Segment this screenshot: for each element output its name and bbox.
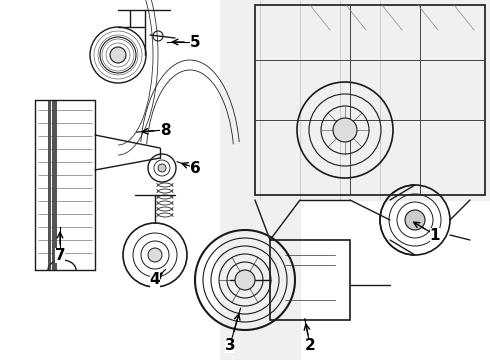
Text: 2: 2 — [305, 338, 316, 352]
Bar — [270, 240, 350, 320]
Circle shape — [333, 118, 357, 142]
Text: 6: 6 — [190, 161, 200, 176]
Text: 1: 1 — [430, 228, 440, 243]
Text: 7: 7 — [55, 248, 65, 262]
Circle shape — [110, 47, 126, 63]
Circle shape — [158, 164, 166, 172]
Text: 5: 5 — [190, 35, 200, 50]
Text: 8: 8 — [160, 122, 171, 138]
Circle shape — [405, 210, 425, 230]
Circle shape — [148, 248, 162, 262]
Circle shape — [235, 270, 255, 290]
Bar — [255, 5, 485, 195]
Text: 4: 4 — [149, 273, 160, 288]
Text: 3: 3 — [225, 338, 235, 352]
Polygon shape — [220, 0, 490, 360]
